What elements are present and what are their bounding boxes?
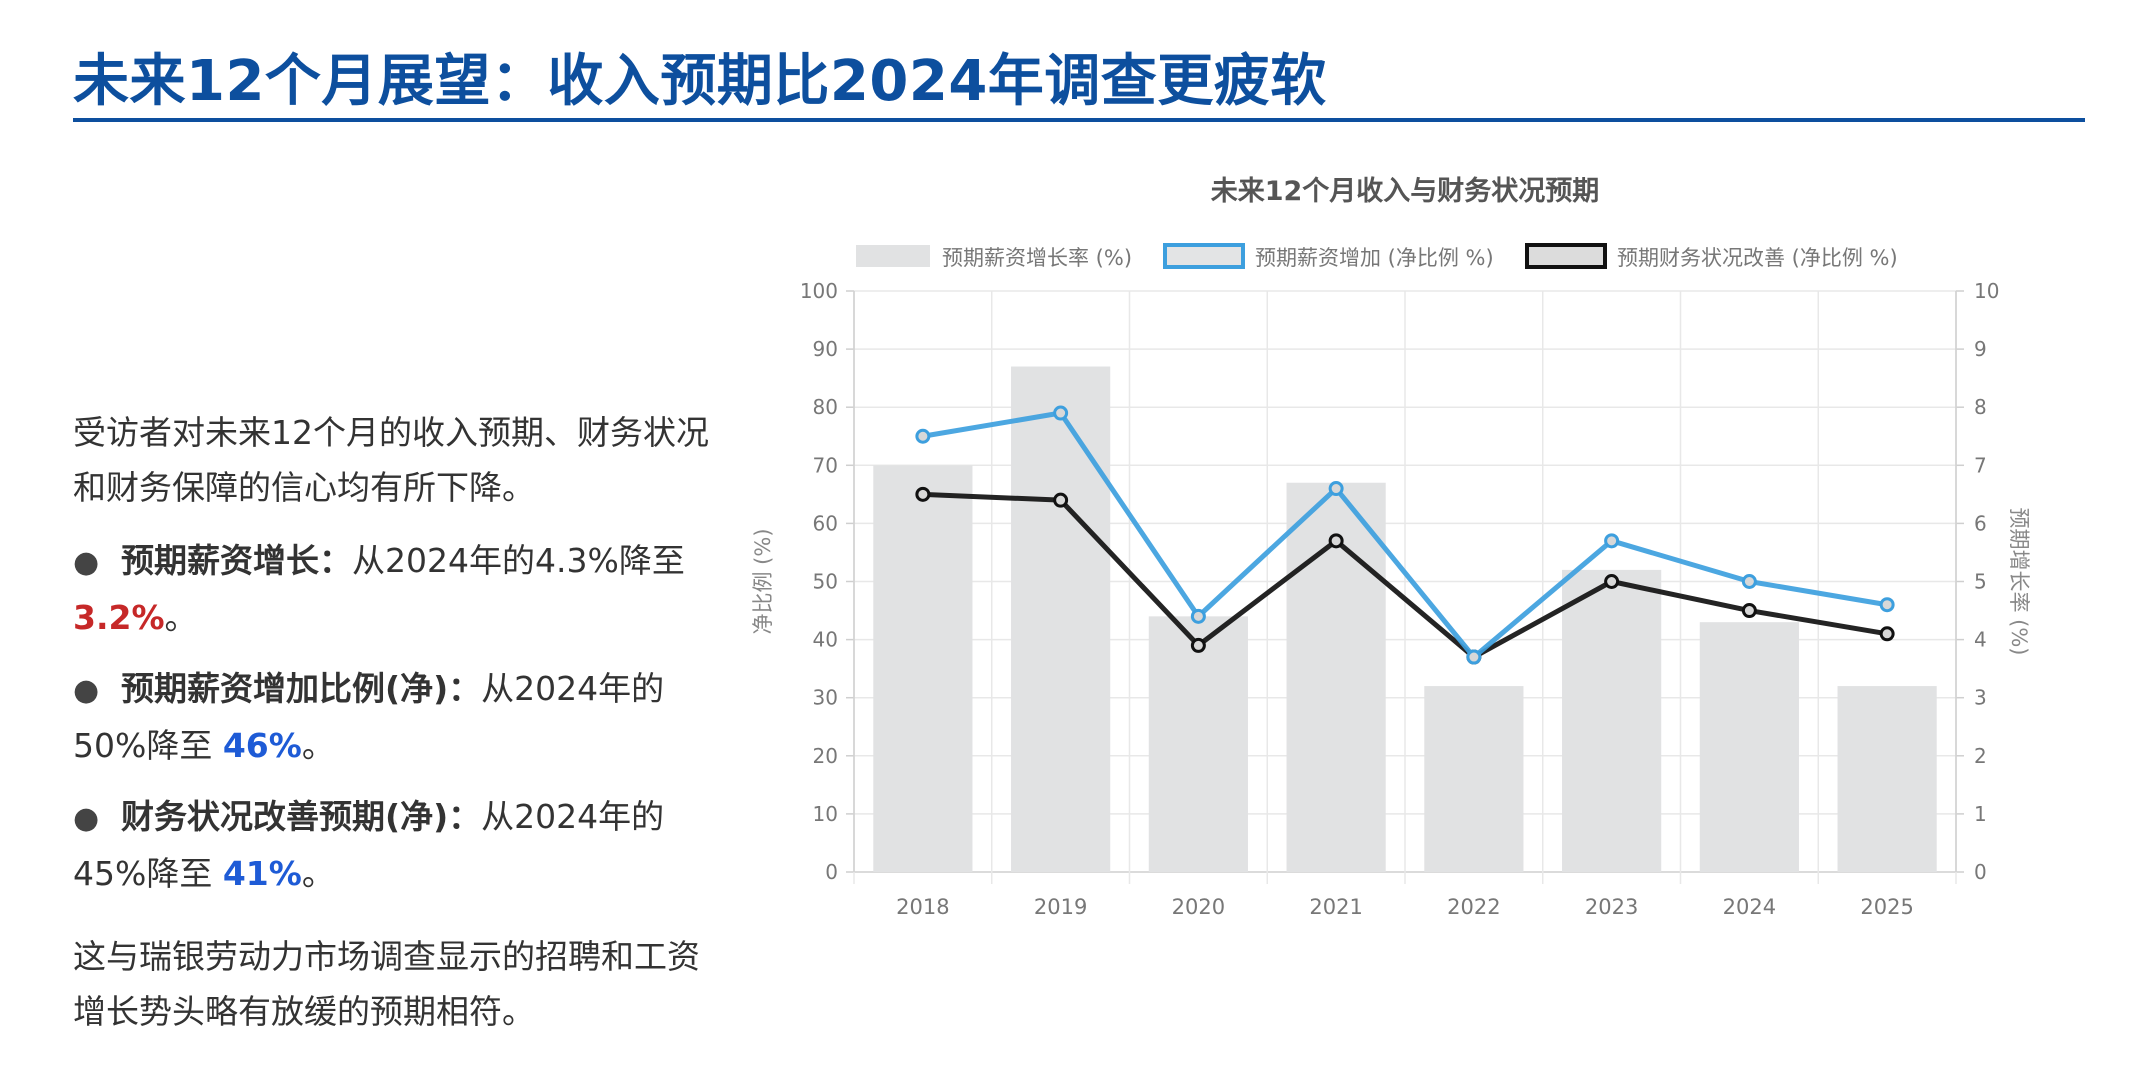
finding-suffix: 。 — [164, 598, 198, 637]
y2-tick-label: 9 — [1974, 337, 1987, 361]
point-financial-2018 — [915, 486, 931, 502]
finding-salary-increase: ● 预期薪资增加比例(净)：从2024年的50%降至 46%。 — [73, 661, 713, 773]
legend-label-3: 预期财务状况改善 (净比例 %) — [1617, 246, 1898, 270]
expectations-chart: 未来12个月收入与财务状况预期预期薪资增长率 (%) 预期薪资增加 (净比例 %)… — [740, 155, 2080, 955]
point-financial-2019 — [1053, 492, 1069, 508]
bar-2024 — [1699, 622, 1799, 872]
bar-2018 — [873, 465, 973, 872]
bar-2019 — [1011, 366, 1111, 872]
finding-label: 财务状况改善预期(净)： — [121, 797, 482, 836]
finding-label: 预期薪资增长： — [121, 541, 352, 580]
y-tick-label: 50 — [813, 570, 838, 594]
x-tick-label: 2024 — [1723, 895, 1776, 919]
y-tick-label: 0 — [825, 860, 838, 884]
finding-text: 从2024年的50%降至 — [73, 669, 665, 765]
y-tick-label: 80 — [813, 395, 838, 419]
series-line-financial — [922, 491, 1888, 660]
page-title: 未来12个月展望：收入预期比2024年调查更疲软 — [73, 49, 1327, 114]
x-tick-label: 2025 — [1860, 895, 1913, 919]
y2-tick-label: 7 — [1974, 453, 1987, 477]
x-tick-label: 2023 — [1585, 895, 1638, 919]
x-tick-label: 2018 — [896, 895, 949, 919]
finding-label: 预期薪资增加比例(净)： — [121, 669, 482, 708]
bullet-icon: ● — [73, 673, 100, 708]
y2-tick-label: 1 — [1974, 802, 1987, 826]
y-tick-label: 60 — [813, 511, 838, 535]
bullet-icon: ● — [73, 545, 100, 580]
y2-tick-label: 5 — [1974, 570, 1987, 594]
y2-tick-label: 2 — [1974, 744, 1987, 768]
point-financial-2025 — [1879, 626, 1895, 642]
finding-value: 3.2% — [73, 598, 165, 637]
point-financial-2024 — [1741, 603, 1757, 619]
y2-axis-title: 预期增长率 (%) — [2007, 507, 2031, 655]
y-tick-label: 40 — [813, 628, 838, 652]
y2-tick-label: 4 — [1974, 628, 1987, 652]
x-tick-label: 2019 — [1034, 895, 1087, 919]
y2-tick-label: 8 — [1974, 395, 1987, 419]
key-findings-list: ● 预期薪资增长：从2024年的4.3%降至 3.2%。 ● 预期薪资增加比例(净)… — [73, 533, 713, 901]
title-divider — [73, 118, 2085, 122]
y2-tick-label: 0 — [1974, 860, 1987, 884]
legend-swatch-2 — [1163, 243, 1245, 269]
y-tick-label: 20 — [813, 744, 838, 768]
bar-2023 — [1562, 569, 1662, 872]
finding-value: 41% — [222, 854, 302, 893]
point-salary-increase-2020 — [1190, 608, 1206, 624]
point-salary-increase-2025 — [1879, 597, 1895, 613]
point-salary-increase-2023 — [1604, 533, 1620, 549]
finding-suffix: 。 — [301, 726, 335, 765]
summary-panel: 受访者对未来12个月的收入预期、财务状况和财务保障的信心均有所下降。 ● 预期薪资… — [73, 405, 713, 1039]
point-salary-increase-2024 — [1741, 574, 1757, 589]
y2-tick-label: 6 — [1974, 511, 1987, 535]
finding-salary-growth: ● 预期薪资增长：从2024年的4.3%降至 3.2%。 — [73, 533, 713, 645]
y-axis-title: 净比例 (%) — [751, 528, 775, 634]
x-tick-label: 2022 — [1447, 895, 1500, 919]
point-financial-2021 — [1328, 533, 1344, 549]
point-salary-increase-2021 — [1328, 481, 1344, 497]
legend-swatch-1 — [856, 245, 930, 267]
finding-financial-improvement: ● 财务状况改善预期(净)：从2024年的45%降至 41%。 — [73, 789, 713, 901]
x-tick-label: 2021 — [1309, 895, 1362, 919]
finding-text: 从2024年的4.3%降至 — [352, 541, 685, 580]
series-line-salary-increase — [922, 410, 1888, 660]
finding-suffix: 。 — [301, 854, 335, 893]
legend-label-1: 预期薪资增长率 (%) — [942, 246, 1132, 270]
legend-swatch-3 — [1525, 243, 1607, 269]
summary-intro: 受访者对未来12个月的收入预期、财务状况和财务保障的信心均有所下降。 — [73, 413, 709, 507]
summary-conclusion: 这与瑞银劳动力市场调查显示的招聘和工资增长势头略有放缓的预期相符。 — [73, 937, 700, 1031]
y2-tick-label: 3 — [1974, 686, 1987, 710]
legend-label-2: 预期薪资增加 (净比例 %) — [1255, 246, 1494, 270]
bar-2022 — [1424, 686, 1524, 872]
point-salary-increase-2022 — [1466, 649, 1482, 665]
point-salary-increase-2019 — [1053, 405, 1069, 421]
bullet-icon: ● — [73, 801, 100, 836]
point-salary-increase-2018 — [915, 428, 931, 444]
point-financial-2020 — [1190, 637, 1206, 653]
y-tick-label: 100 — [800, 279, 838, 303]
y2-tick-label: 10 — [1974, 279, 1999, 303]
x-tick-label: 2020 — [1172, 895, 1225, 919]
y-tick-label: 10 — [813, 802, 838, 826]
point-financial-2023 — [1604, 574, 1620, 589]
bar-2020 — [1148, 616, 1248, 872]
chart-title: 未来12个月收入与财务状况预期 — [1211, 176, 1600, 207]
finding-text: 从2024年的45%降至 — [73, 797, 665, 893]
y-tick-label: 90 — [813, 337, 838, 361]
y-tick-label: 70 — [813, 453, 838, 477]
bar-2025 — [1837, 686, 1937, 872]
finding-value: 46% — [222, 726, 302, 765]
y-tick-label: 30 — [813, 686, 838, 710]
